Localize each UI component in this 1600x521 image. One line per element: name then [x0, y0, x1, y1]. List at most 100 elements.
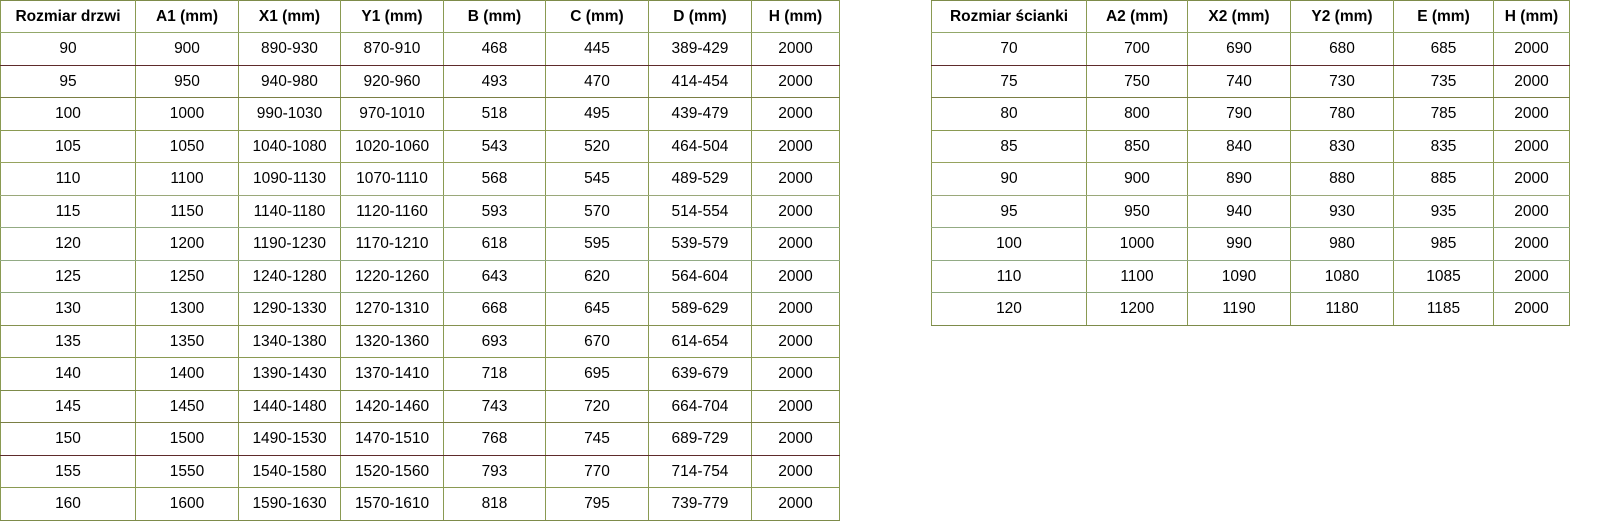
table-cell: 110: [931, 260, 1087, 293]
table-row: 100 1000 990-1030 970-1010 518 495 439-479 2000: [0, 97, 840, 131]
table-cell: 900: [135, 32, 239, 66]
column-header-rozmiar-drzwi: Rozmiar drzwi: [0, 0, 136, 33]
table-cell: 1450: [135, 390, 239, 423]
table-cell: 495: [545, 97, 649, 131]
table-cell: 1140-1180: [238, 195, 341, 228]
table-cell: 1100: [1086, 260, 1188, 293]
table-cell: 818: [443, 487, 546, 521]
table-cell: 489-529: [648, 162, 752, 196]
table-cell: 439-479: [648, 97, 752, 131]
table-cell: 100: [0, 97, 136, 131]
table-cell: 940: [1187, 195, 1291, 228]
table-cell: 718: [443, 357, 546, 391]
table-cell: 900: [1086, 162, 1188, 196]
table-cell: 1550: [135, 455, 239, 488]
table-cell: 1050: [135, 130, 239, 163]
table-cell: 685: [1393, 32, 1494, 66]
table-cell: 2000: [1493, 195, 1570, 228]
table-cell: 1150: [135, 195, 239, 228]
table-cell: 593: [443, 195, 546, 228]
table-cell: 1370-1410: [340, 357, 444, 391]
table-cell: 2000: [1493, 65, 1570, 98]
table-cell: 835: [1393, 130, 1494, 163]
table-cell: 95: [0, 65, 136, 98]
table-cell: 780: [1290, 97, 1394, 131]
table-cell: 800: [1086, 97, 1188, 131]
table-cell: 1185: [1393, 292, 1494, 326]
table-cell: 2000: [751, 32, 840, 66]
column-header-b: B (mm): [443, 0, 546, 33]
table-cell: 1180: [1290, 292, 1394, 326]
table-cell: 950: [135, 65, 239, 98]
column-header-d: D (mm): [648, 0, 752, 33]
table-cell: 135: [0, 325, 136, 358]
table-row: 100 1000 990 980 985 2000: [931, 227, 1570, 261]
table-cell: 1040-1080: [238, 130, 341, 163]
column-header-y2: Y2 (mm): [1290, 0, 1394, 33]
table-cell: 568: [443, 162, 546, 196]
table-cell: 1470-1510: [340, 422, 444, 456]
table-cell: 2000: [751, 130, 840, 163]
table-cell: 1440-1480: [238, 390, 341, 423]
table-row: 120 1200 1190-1230 1170-1210 618 595 539-579 20…: [0, 227, 840, 261]
table-row: 110 1100 1090-1130 1070-1110 568 545 489-529 20…: [0, 162, 840, 196]
table-cell: 2000: [751, 487, 840, 521]
table-row: 120 1200 1190 1180 1185 2000: [931, 292, 1570, 326]
table-cell: 1170-1210: [340, 227, 444, 261]
table-cell: 2000: [751, 65, 840, 98]
table-cell: 493: [443, 65, 546, 98]
table-cell: 1240-1280: [238, 260, 341, 293]
table-cell: 2000: [1493, 292, 1570, 326]
table-cell: 850: [1086, 130, 1188, 163]
table-cell: 75: [931, 65, 1087, 98]
table-cell: 1270-1310: [340, 292, 444, 326]
table-cell: 468: [443, 32, 546, 66]
table-cell: 618: [443, 227, 546, 261]
table-cell: 518: [443, 97, 546, 131]
table-row: 135 1350 1340-1380 1320-1360 693 670 614-654 20…: [0, 325, 840, 358]
column-header-rozmiar-scianki: Rozmiar ścianki: [931, 0, 1087, 33]
table-cell: 2000: [1493, 162, 1570, 196]
table-cell: 2000: [751, 97, 840, 131]
table-cell: 793: [443, 455, 546, 488]
table-cell: 2000: [751, 422, 840, 456]
table-cell: 1220-1260: [340, 260, 444, 293]
table-cell: 1200: [1086, 292, 1188, 326]
table-cell: 680: [1290, 32, 1394, 66]
table-cell: 1590-1630: [238, 487, 341, 521]
table-row: 85 850 840 830 835 2000: [931, 130, 1570, 163]
table-cell: 539-579: [648, 227, 752, 261]
table-row: 155 1550 1540-1580 1520-1560 793 770 714-754 20…: [0, 455, 840, 488]
column-header-e: E (mm): [1393, 0, 1494, 33]
table-cell: 589-629: [648, 292, 752, 326]
table-cell: 145: [0, 390, 136, 423]
table-cell: 155: [0, 455, 136, 488]
table-row: 75 750 740 730 735 2000: [931, 65, 1570, 98]
column-header-a2: A2 (mm): [1086, 0, 1188, 33]
table-cell: 690: [1187, 32, 1291, 66]
table-cell: 470: [545, 65, 649, 98]
table-cell: 160: [0, 487, 136, 521]
table-row: 160 1600 1590-1630 1570-1610 818 795 739-779 20…: [0, 487, 840, 521]
table-cell: 125: [0, 260, 136, 293]
column-header-h: H (mm): [751, 0, 840, 33]
column-header-x1: X1 (mm): [238, 0, 341, 33]
table-header-row: Rozmiar ścianki A2 (mm) X2 (mm) Y2 (mm) …: [931, 0, 1570, 33]
table-cell: 2000: [1493, 260, 1570, 293]
table-row: 130 1300 1290-1330 1270-1310 668 645 589-629 20…: [0, 292, 840, 326]
table-cell: 2000: [751, 325, 840, 358]
table-cell: 950: [1086, 195, 1188, 228]
table-cell: 1290-1330: [238, 292, 341, 326]
table-cell: 2000: [751, 162, 840, 196]
table-cell: 2000: [751, 455, 840, 488]
table-cell: 2000: [1493, 227, 1570, 261]
table-cell: 940-980: [238, 65, 341, 98]
table-cell: 1350: [135, 325, 239, 358]
table-header-row: Rozmiar drzwi A1 (mm) X1 (mm) Y1 (mm) B …: [0, 0, 840, 33]
table-cell: 643: [443, 260, 546, 293]
table-cell: 720: [545, 390, 649, 423]
table-cell: 1540-1580: [238, 455, 341, 488]
table-cell: 1500: [135, 422, 239, 456]
table-row: 70 700 690 680 685 2000: [931, 32, 1570, 66]
